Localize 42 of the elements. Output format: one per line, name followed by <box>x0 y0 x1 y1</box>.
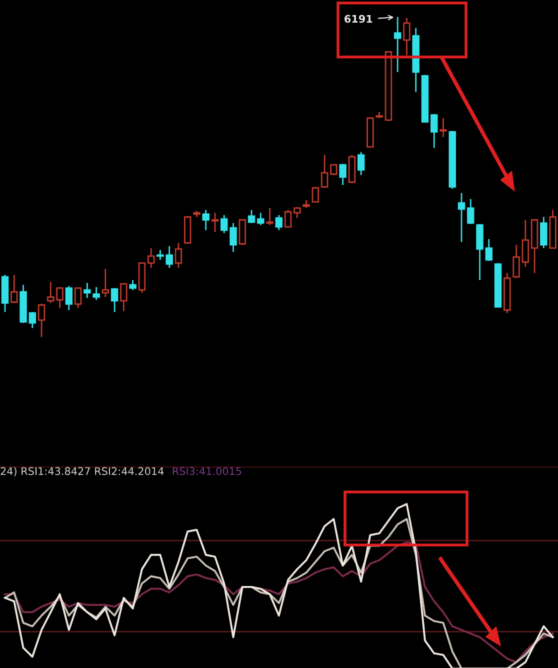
candlestick <box>211 212 219 233</box>
candlestick <box>430 113 438 149</box>
candlestick <box>294 206 301 219</box>
candlestick <box>394 16 402 73</box>
candlestick <box>248 209 256 224</box>
candlestick <box>238 219 246 246</box>
candlestick <box>485 238 493 262</box>
annotation: 6191 <box>344 14 372 23</box>
candlestick <box>476 223 484 281</box>
candlestick <box>320 154 328 189</box>
candlestick <box>74 287 82 309</box>
candlestick <box>357 151 365 176</box>
candlestick <box>102 268 110 298</box>
candlestick <box>10 274 18 304</box>
candlestick <box>38 303 46 338</box>
candlestick <box>65 285 73 311</box>
candlestick <box>312 187 320 203</box>
text: RSI3:41.0015 <box>172 467 242 476</box>
candlestick <box>403 17 410 56</box>
candlestick <box>202 209 210 231</box>
candlestick <box>522 219 530 268</box>
candlestick <box>540 216 548 249</box>
candlestick <box>174 242 182 269</box>
candlestick <box>147 247 155 269</box>
candlestick <box>339 163 346 186</box>
candlestick <box>84 282 91 299</box>
candlestick <box>110 287 118 313</box>
candlestick <box>129 279 136 291</box>
candlestick <box>28 311 36 329</box>
candlestick <box>458 192 466 243</box>
candlestick <box>230 222 237 253</box>
candlestick <box>284 209 292 228</box>
candlestick <box>120 283 128 312</box>
candlestick <box>275 214 283 231</box>
candlestick <box>512 244 520 279</box>
candlestick <box>92 286 100 301</box>
candlestick <box>440 117 447 138</box>
candlestick <box>266 207 274 226</box>
candlestick <box>220 214 228 234</box>
candlestick <box>467 198 474 225</box>
text: 24) RSI1:43.8427 RSI2:44.2014 <box>0 467 164 476</box>
candlestick <box>257 212 264 226</box>
